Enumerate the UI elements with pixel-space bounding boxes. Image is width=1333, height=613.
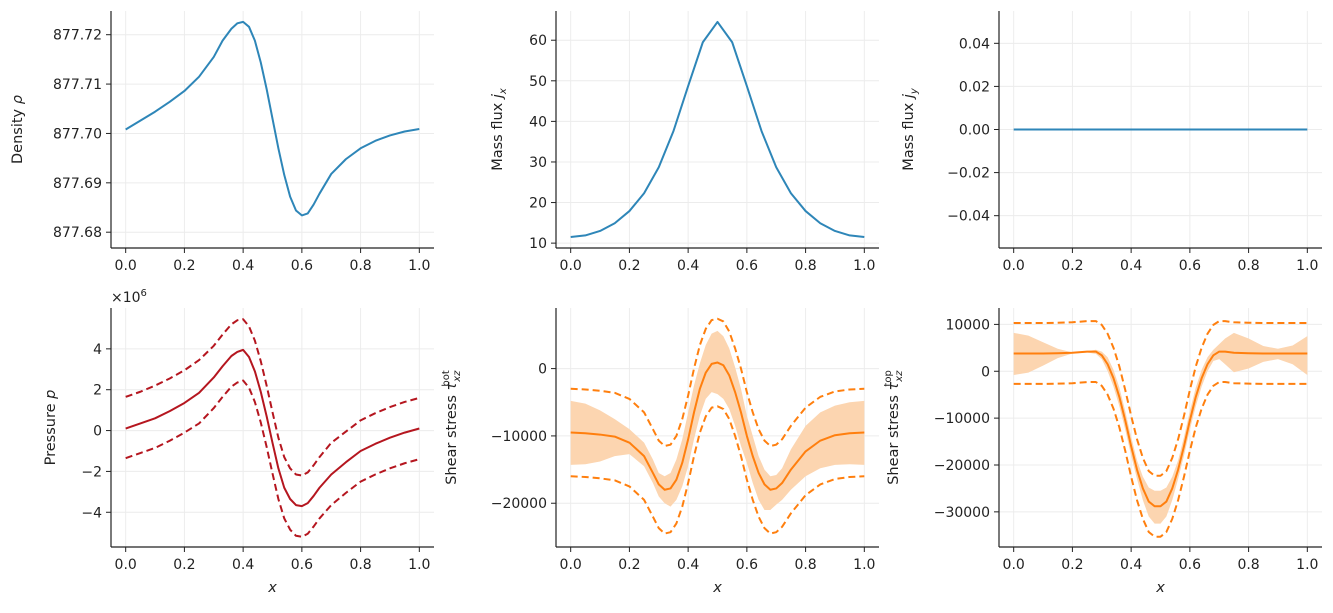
uncertainty-band [570, 330, 865, 510]
y-tick-label: 877.71 [53, 77, 102, 93]
x-tick-label: 0.4 [677, 258, 699, 274]
x-tick-label: 0.0 [115, 258, 137, 274]
x-tick-label: 0.6 [1179, 258, 1201, 274]
x-tick-label: 0.8 [794, 258, 816, 274]
series-line [125, 20, 420, 217]
x-tick-label: 1.0 [853, 258, 875, 274]
x-tick-label: 0.6 [291, 557, 313, 573]
series-line-dashed [570, 317, 865, 448]
x-axis-label: x [267, 580, 277, 596]
y-tick-label: −0.04 [947, 209, 990, 225]
y-tick-label: 877.70 [53, 126, 102, 142]
y-tick-label: 30 [529, 155, 547, 171]
y-tick-label: 10 [529, 236, 547, 252]
x-tick-label: 0.4 [677, 557, 699, 573]
chart-panel-2: 0.0 0.2 0.4 0.6 0.8 1.0 10 20 30 40 50 60 Mass flux … [490, 11, 879, 274]
series-line-dashed [125, 379, 420, 538]
x-tick-label: 0.4 [1120, 557, 1142, 573]
y-tick-label: 0.00 [959, 123, 990, 139]
y-tick-label: −10000 [934, 411, 990, 427]
y-tick-label: 0.04 [959, 36, 990, 52]
series-line-dashed [1013, 320, 1308, 477]
series-line [570, 361, 865, 491]
x-tick-label: 0.2 [173, 557, 195, 573]
y-tick-label: 877.69 [53, 176, 102, 192]
x-tick-label: 0.8 [349, 557, 371, 573]
x-tick-label: 1.0 [1296, 258, 1318, 274]
x-tick-label: 0.0 [1003, 557, 1025, 573]
x-tick-label: 0.2 [618, 258, 640, 274]
y-tick-label: −20000 [934, 458, 990, 474]
y-tick-label: 0 [538, 362, 547, 378]
y-offset-text: ×106 [111, 288, 147, 306]
y-tick-label: 4 [93, 342, 102, 358]
y-axis-label: Mass flux jx [490, 88, 509, 171]
x-tick-label: 1.0 [408, 258, 430, 274]
chart-panel-4: 0.0 0.2 0.4 0.6 0.8 1.0 −4 −2 0 2 4 x ×106 Pressure p [43, 288, 434, 596]
x-tick-label: 0.8 [1237, 557, 1259, 573]
y-tick-label: −30000 [934, 505, 990, 521]
x-tick-label: 0.6 [291, 258, 313, 274]
y-tick-label: −10000 [491, 429, 547, 445]
series-line [570, 20, 865, 239]
y-axis-label: Mass flux jy [901, 87, 920, 171]
chart-panel-1: 0.0 0.2 0.4 0.6 0.8 1.0 877.68 877.69 877.70 877.… [10, 11, 434, 274]
chart-panel-6: 0.0 0.2 0.4 0.6 0.8 1.0 −30000 −20000 −10000 0 100… [883, 308, 1322, 596]
y-axis-label: Shear stress τxzbot [441, 370, 463, 485]
series-line [1013, 350, 1308, 508]
x-tick-label: 1.0 [408, 557, 430, 573]
y-tick-label: −20000 [491, 496, 547, 512]
x-tick-label: 1.0 [1296, 557, 1318, 573]
series-line [125, 348, 420, 508]
x-tick-label: 0.0 [115, 557, 137, 573]
chart-panel-5: 0.0 0.2 0.4 0.6 0.8 1.0 −20000 −10000 0 x Shear st… [441, 308, 879, 596]
x-tick-label: 0.8 [1237, 258, 1259, 274]
chart-panel-3: 0.0 0.2 0.4 0.6 0.8 1.0 −0.04 −0.02 0.00 0.02 0.04… [901, 11, 1322, 274]
x-tick-label: 0.2 [618, 557, 640, 573]
x-tick-label: 0.0 [560, 258, 582, 274]
y-axis-label: Density ρ [10, 94, 26, 164]
uncertainty-band [1013, 332, 1308, 524]
y-tick-label: 0 [981, 364, 990, 380]
x-tick-label: 0.2 [1061, 258, 1083, 274]
series-line-dashed [1013, 381, 1308, 538]
y-tick-label: 50 [529, 74, 547, 90]
x-tick-label: 0.0 [1003, 258, 1025, 274]
x-tick-label: 0.8 [349, 258, 371, 274]
y-tick-label: −2 [81, 464, 102, 480]
x-tick-label: 0.6 [736, 258, 758, 274]
y-tick-label: −0.02 [947, 166, 990, 182]
y-tick-label: −4 [81, 505, 102, 521]
y-axis-label: Pressure p [43, 390, 59, 466]
x-tick-label: 0.2 [1061, 557, 1083, 573]
y-tick-label: 20 [529, 196, 547, 212]
x-axis-label: x [712, 580, 722, 596]
x-tick-label: 0.6 [736, 557, 758, 573]
y-tick-label: 60 [529, 33, 547, 49]
y-axis-label: Shear stress τxztop [883, 370, 905, 485]
x-tick-label: 0.4 [232, 557, 254, 573]
series-line-dashed [570, 405, 865, 535]
series-line-dashed [125, 318, 420, 477]
y-tick-label: 877.68 [53, 225, 102, 241]
y-tick-label: 2 [93, 383, 102, 399]
y-tick-label: 10000 [945, 317, 990, 333]
y-tick-label: 877.72 [53, 28, 102, 44]
y-tick-label: 40 [529, 114, 547, 130]
x-tick-label: 0.8 [794, 557, 816, 573]
y-tick-label: 0.02 [959, 79, 990, 95]
x-tick-label: 0.4 [232, 258, 254, 274]
x-tick-label: 1.0 [853, 557, 875, 573]
x-tick-label: 0.6 [1179, 557, 1201, 573]
x-tick-label: 0.0 [560, 557, 582, 573]
x-axis-label: x [1155, 580, 1165, 596]
x-tick-label: 0.4 [1120, 258, 1142, 274]
x-tick-label: 0.2 [173, 258, 195, 274]
y-tick-label: 0 [93, 424, 102, 440]
